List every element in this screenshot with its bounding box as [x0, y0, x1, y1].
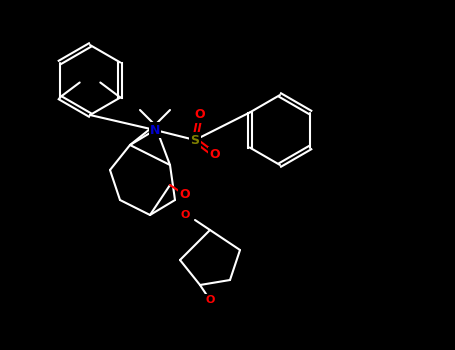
Text: N: N — [150, 124, 160, 136]
Text: O: O — [205, 295, 215, 305]
Text: O: O — [180, 189, 190, 202]
Text: O: O — [195, 108, 205, 121]
Text: O: O — [210, 148, 220, 161]
Text: S: S — [191, 133, 199, 147]
Text: O: O — [180, 210, 190, 220]
